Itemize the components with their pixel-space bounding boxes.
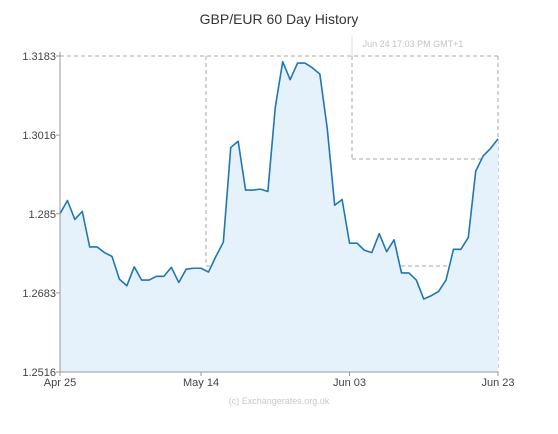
y-tick-label: 1.3183 [22, 51, 56, 63]
y-tick-label: 1.2516 [22, 367, 56, 379]
timestamp-label: Jun 24 17:03 PM GMT+1 [363, 39, 464, 49]
y-tick-labels: 1.3183 1.3016 1.285 1.2683 1.2516 [22, 51, 56, 379]
x-tick-label: May 14 [183, 377, 219, 389]
credit-label: (c) Exchangerates.org.uk [229, 396, 330, 406]
y-tick-label: 1.285 [28, 209, 56, 221]
axes [56, 52, 499, 376]
series-area [59, 60, 499, 372]
y-tick-label: 1.3016 [22, 130, 56, 142]
x-tick-label: Jun 23 [481, 377, 514, 389]
y-tick-label: 1.2683 [22, 288, 56, 300]
x-tick-label: Jun 03 [333, 377, 366, 389]
x-tick-label: Apr 25 [44, 377, 76, 389]
x-tick-labels: Apr 25 May 14 Jun 03 Jun 23 [44, 377, 515, 389]
series-line [59, 60, 499, 300]
chart-title: GBP/EUR 60 Day History [200, 11, 359, 27]
series-fill [60, 61, 498, 372]
